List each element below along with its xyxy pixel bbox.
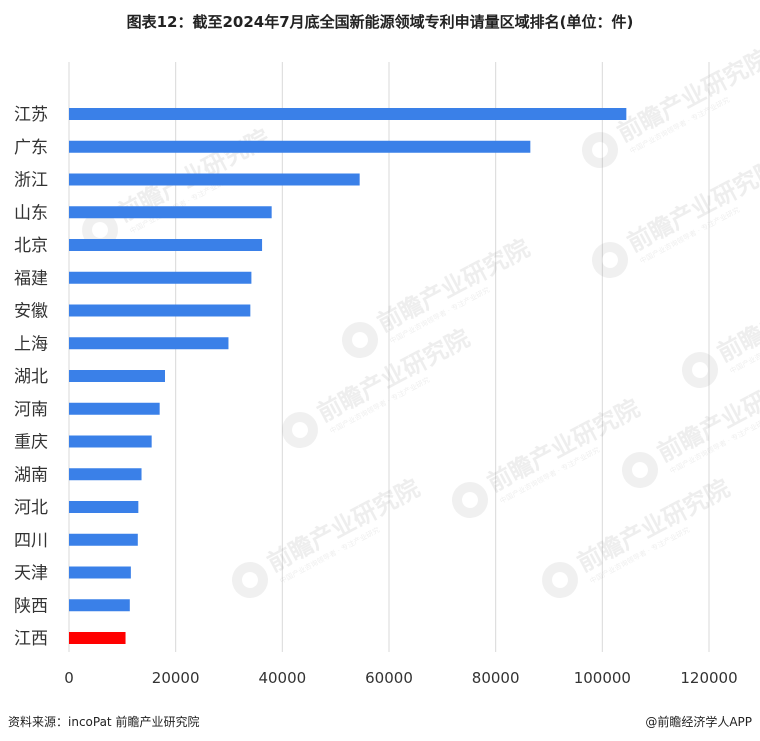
watermark-logo-hole [242, 572, 258, 588]
watermark-logo-hole [352, 332, 368, 348]
watermark-text: 前瞻产业研究院 [483, 394, 644, 498]
watermark-logo-icon [232, 562, 268, 598]
category-label: 天津 [14, 564, 48, 584]
bar-11 [69, 435, 152, 448]
category-label: 河南 [14, 400, 48, 420]
category-label: 陕西 [14, 596, 48, 616]
bar-4 [69, 206, 272, 219]
category-label: 广东 [14, 138, 48, 158]
watermark-logo-icon [342, 322, 378, 358]
bar-17 [69, 632, 126, 644]
watermark-text: 前瞻产业研究院 [713, 264, 760, 368]
brand-credit: @前瞻经济学人APP [645, 715, 752, 729]
watermark-logo-hole [592, 142, 608, 158]
bar-13 [69, 501, 139, 513]
category-label: 安徽 [14, 302, 48, 322]
bar-5 [69, 239, 263, 251]
watermark-text: 前瞻产业研究院 [573, 474, 734, 578]
watermark-text: 前瞻产业研究院 [373, 234, 534, 338]
bar-6 [69, 271, 252, 284]
chart-title: 图表12：截至2024年7月底全国新能源领域专利申请量区域排名(单位：件) [126, 13, 634, 31]
watermark-logo-icon [582, 132, 618, 168]
category-label: 上海 [14, 334, 48, 354]
watermark-logo-icon [592, 242, 628, 278]
bar-14 [69, 533, 138, 546]
gridlines [68, 62, 710, 652]
category-label: 山东 [14, 203, 48, 223]
category-label: 江苏 [14, 105, 48, 125]
watermark-logo-icon [282, 412, 318, 448]
watermark-logo-hole [632, 462, 648, 478]
category-label: 河北 [14, 498, 48, 518]
x-tick-label: 0 [64, 669, 74, 687]
watermark-logo-icon [542, 562, 578, 598]
watermark-text: 前瞻产业研究院 [613, 44, 760, 148]
bar-3 [69, 173, 360, 186]
watermark-logo-hole [92, 222, 108, 238]
bar-10 [69, 402, 160, 415]
bar-12 [69, 468, 142, 481]
category-label: 浙江 [14, 171, 48, 191]
watermark-text: 前瞻产业研究院 [623, 154, 760, 258]
category-label: 重庆 [14, 433, 48, 453]
bar-9 [69, 370, 165, 382]
category-label: 北京 [14, 236, 48, 256]
watermark-text: 前瞻产业研究院 [263, 474, 424, 578]
bars [69, 108, 627, 644]
watermark-logo-hole [602, 252, 618, 268]
x-axis-labels: 0 20000 40000 60000 80000 100000 120000 [64, 669, 737, 687]
bar-8 [69, 337, 229, 350]
x-tick-label: 120000 [680, 669, 737, 687]
category-label: 湖南 [14, 465, 48, 485]
bar-7 [69, 304, 251, 317]
watermark-logo-icon [682, 352, 718, 388]
x-tick-label: 100000 [574, 669, 631, 687]
watermark-logo-hole [692, 362, 708, 378]
bar-16 [69, 599, 130, 612]
watermark-logo-icon [622, 452, 658, 488]
category-label: 湖北 [14, 367, 48, 387]
watermark-logo-hole [552, 572, 568, 588]
watermark-logo-icon [452, 482, 488, 518]
source-note: 资料来源：incoPat 前瞻产业研究院 [8, 715, 200, 729]
x-tick-label: 40000 [258, 669, 306, 687]
x-tick-label: 20000 [152, 669, 200, 687]
watermark-logo-hole [462, 492, 478, 508]
x-tick-label: 80000 [472, 669, 520, 687]
bar-1 [69, 108, 627, 120]
watermark-logo-hole [292, 422, 308, 438]
category-label: 福建 [14, 269, 48, 289]
category-label: 四川 [14, 531, 48, 551]
bar-2 [69, 140, 531, 153]
x-tick-label: 60000 [365, 669, 413, 687]
category-label: 江西 [14, 629, 48, 649]
bar-15 [69, 566, 131, 579]
